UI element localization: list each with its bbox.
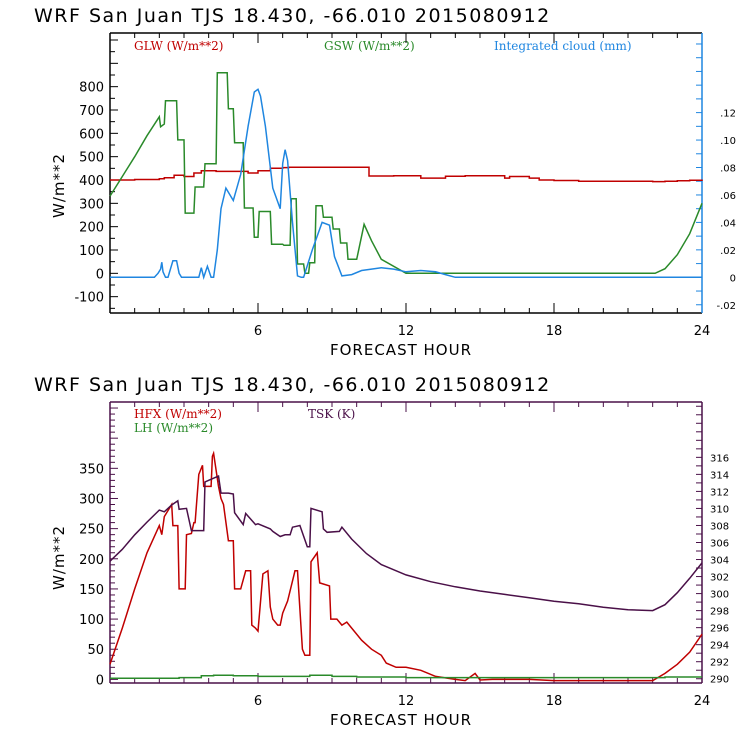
legend-hfx: HFX (W/m**2) [134, 407, 222, 421]
y2-tick-label: 306 [710, 539, 729, 550]
y-tick-label: 250 [79, 523, 104, 538]
y2-tick-label: 0 [730, 273, 736, 284]
legend-gsw: GSW (W/m**2) [324, 39, 415, 53]
y-tick-label: -100 [74, 291, 104, 306]
y2-tick-label: .12 [720, 109, 736, 120]
y-tick-label: 0 [96, 267, 104, 282]
bottom-plot: WRF San Juan TJS 18.430, -66.010 2015080… [34, 374, 729, 729]
top-series [109, 71, 703, 280]
y2-tick-label: .06 [720, 191, 736, 202]
x-tick-label: 24 [694, 694, 711, 709]
y2-tick-label: .04 [720, 218, 736, 229]
y-tick-label: 0 [96, 673, 104, 688]
y2-tick-label: 316 [710, 453, 729, 464]
y2-tick-label: .08 [720, 164, 736, 175]
top-plot-title: WRF San Juan TJS 18.430, -66.010 2015080… [34, 5, 551, 27]
x-tick-label: 18 [546, 694, 563, 709]
y2-tick-label: 298 [710, 607, 729, 618]
y2-tick-label: 290 [710, 675, 729, 686]
y2-tick-label: 310 [710, 504, 729, 515]
series-tsk-line [109, 475, 703, 612]
x-tick-label: 18 [546, 324, 563, 339]
y2-tick-label: 296 [710, 624, 729, 635]
bottom-y-axis-label: W/m**2 [50, 525, 68, 590]
y-tick-label: 150 [79, 583, 104, 598]
series-gsw-line [109, 71, 703, 275]
y2-tick-label: 312 [710, 487, 729, 498]
x-tick-label: 6 [254, 324, 262, 339]
y2-tick-label: .10 [720, 136, 736, 147]
y-tick-label: 200 [79, 221, 104, 236]
y2-tick-label: 300 [710, 590, 729, 601]
y2-tick-label: 292 [710, 658, 729, 669]
series-glw-line [110, 166, 703, 183]
x-tick-label: 12 [398, 694, 415, 709]
bottom-axes: 6 12 18 24 350 300 250 200 150 100 50 0 316 314 312 310… [79, 401, 729, 709]
series-integrated-line [110, 88, 702, 280]
y-tick-label: 200 [79, 553, 104, 568]
y-tick-label: 700 [79, 104, 104, 119]
bottom-plot-title: WRF San Juan TJS 18.430, -66.010 2015080… [34, 374, 551, 396]
y2-tick-label: 294 [710, 641, 729, 652]
y-tick-label: 300 [79, 492, 104, 507]
top-y-axis-label: W/m**2 [50, 153, 68, 218]
y-tick-label: 100 [79, 613, 104, 628]
bottom-series [109, 450, 703, 682]
y-tick-label: 500 [79, 151, 104, 166]
y2-tick-label: 302 [710, 573, 729, 584]
x-tick-label: 24 [694, 324, 711, 339]
x-tick-label: 12 [398, 324, 415, 339]
legend-tsk: TSK (K) [308, 407, 355, 421]
legend-lh: LH (W/m**2) [134, 421, 213, 435]
series-hfx-line [109, 450, 703, 682]
bottom-x-axis-label: FORECAST HOUR [330, 711, 472, 729]
y-tick-label: 300 [79, 197, 104, 212]
top-x-axis-label: FORECAST HOUR [330, 341, 472, 359]
y2-tick-label: -.02 [716, 301, 736, 312]
y2-tick-label: 308 [710, 521, 729, 532]
legend-glw: GLW (W/m**2) [134, 39, 223, 53]
y2-tick-label: 304 [710, 556, 729, 567]
y-tick-label: 600 [79, 127, 104, 142]
y2-tick-label: .02 [720, 246, 736, 257]
y-tick-label: 100 [79, 244, 104, 259]
y-tick-label: 350 [79, 462, 104, 477]
y-tick-label: 50 [87, 643, 104, 658]
legend-cloud: Integrated cloud (mm) [494, 39, 632, 53]
x-tick-label: 6 [254, 694, 262, 709]
top-plot: WRF San Juan TJS 18.430, -66.010 2015080… [34, 5, 736, 359]
top-axes: 6 12 18 24 800 700 600 500 400 300 200 100 0 -100 .12.… [74, 32, 736, 339]
y-tick-label: 800 [79, 81, 104, 96]
y-tick-label: 400 [79, 174, 104, 189]
y2-tick-label: 314 [710, 470, 729, 481]
series-lh-line [110, 674, 702, 679]
